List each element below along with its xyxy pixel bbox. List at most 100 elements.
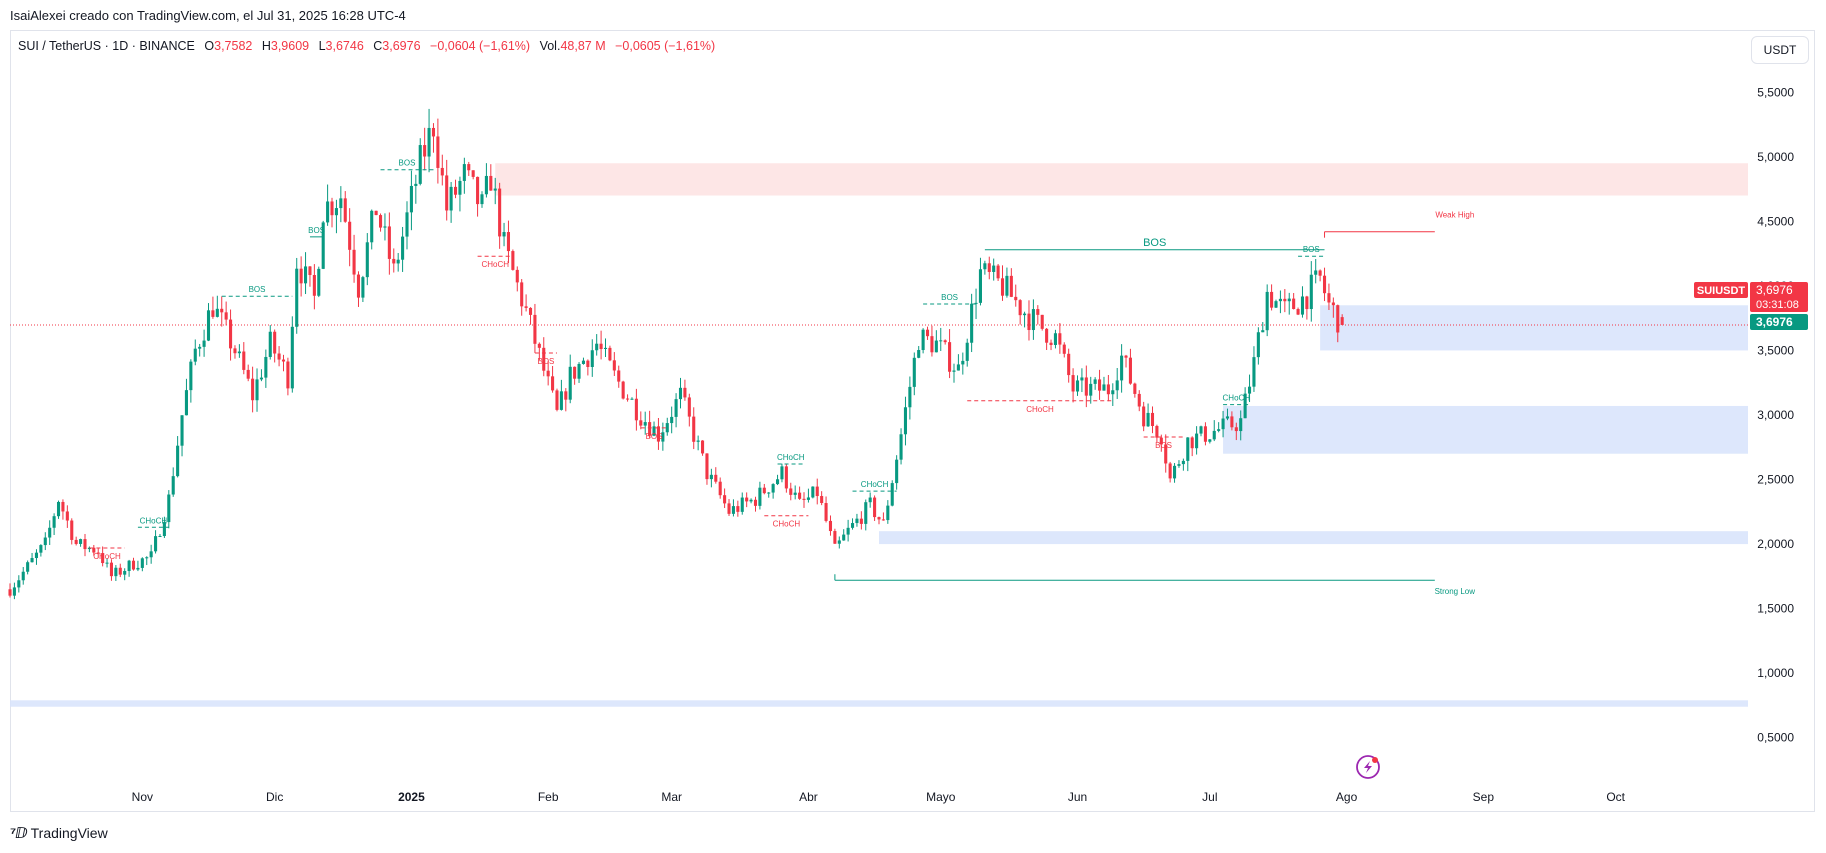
candle-body — [674, 399, 678, 417]
tradingview-brand[interactable]: ⁷ⅅ TradingView — [10, 824, 108, 842]
candle-body — [1177, 464, 1181, 466]
candle-body — [992, 265, 996, 272]
candle-body — [70, 520, 74, 540]
candle-body — [908, 386, 912, 408]
candle-body — [118, 567, 122, 575]
candle-body — [334, 208, 338, 216]
candle-body — [1031, 309, 1035, 331]
candle-body — [983, 263, 987, 270]
candle-body — [1071, 375, 1075, 392]
candle-body — [343, 198, 347, 222]
candle-body — [1067, 353, 1071, 376]
candle-body — [925, 329, 930, 337]
candle-body — [154, 536, 158, 552]
flash-icon[interactable] — [1356, 755, 1380, 779]
candle-body — [1005, 275, 1009, 296]
candle-body — [211, 310, 215, 317]
candle-body — [356, 274, 361, 298]
candle-body — [824, 503, 828, 521]
candle-body — [255, 379, 259, 401]
structure-label: BOS — [1155, 441, 1172, 450]
brand-label: TradingView — [30, 825, 108, 841]
x-tick-label: Oct — [1606, 790, 1625, 804]
candle-body — [793, 492, 797, 495]
zones-layer — [10, 163, 1749, 707]
candle-body — [1309, 274, 1313, 310]
candle-body — [1146, 412, 1150, 427]
candle-body — [1265, 291, 1269, 331]
x-tick-label: Mayo — [926, 790, 956, 804]
candle-body — [365, 242, 369, 278]
candle-body — [528, 307, 533, 315]
candle-body — [1049, 342, 1053, 346]
candle-body — [396, 259, 400, 264]
candle-body — [1036, 309, 1040, 315]
structure-label: CHoCH — [1223, 394, 1251, 403]
x-tick-label: Mar — [661, 790, 682, 804]
candle-body — [701, 440, 705, 454]
candle-body — [105, 562, 109, 564]
candle-body — [1089, 383, 1093, 396]
close-price-label: 3,6976 — [1756, 315, 1793, 329]
candle-body — [158, 536, 162, 538]
candle-body — [1062, 344, 1066, 354]
candle-body — [383, 226, 387, 228]
candle-body — [17, 580, 21, 588]
candle-body — [193, 348, 197, 362]
candle-body — [101, 553, 105, 564]
candle-body — [39, 545, 43, 553]
candle-body — [502, 232, 506, 237]
candle-body — [65, 511, 69, 521]
candle-body — [595, 343, 599, 351]
candle-body — [626, 398, 630, 400]
candle-body — [956, 364, 960, 371]
candle-body — [259, 377, 263, 380]
candle-body — [215, 308, 219, 317]
candle-body — [467, 164, 471, 171]
candle-body — [1217, 429, 1221, 431]
candle-body — [1181, 460, 1185, 465]
candle-body — [965, 342, 969, 361]
candle-body — [140, 558, 144, 568]
candle-body — [440, 167, 444, 176]
candle-body — [1168, 463, 1172, 479]
candle-body — [277, 353, 281, 360]
candle-body — [409, 185, 413, 213]
candle-body — [912, 357, 916, 387]
candle-body — [1322, 275, 1327, 294]
candle-body — [1023, 313, 1027, 316]
candle-body — [551, 376, 555, 391]
x-tick-label: Dic — [266, 790, 283, 804]
candle-body — [326, 201, 330, 223]
candle-body — [476, 176, 480, 205]
candle-body — [167, 494, 171, 523]
candle-body — [1115, 380, 1119, 391]
candle-body — [145, 557, 149, 559]
candle-body — [1058, 333, 1062, 345]
candle-body — [1093, 379, 1097, 384]
candle-body — [317, 268, 321, 296]
legend-high: 3,9609 — [270, 39, 310, 53]
candle-body — [56, 501, 61, 517]
candle-body — [643, 422, 647, 426]
candle-body — [370, 210, 374, 243]
candle-body — [608, 347, 612, 361]
currency-button[interactable]: USDT — [1751, 36, 1809, 64]
candle-body — [1305, 296, 1309, 310]
candle-body — [802, 498, 806, 500]
candle-body — [1230, 416, 1234, 428]
chart-caption: IsaiAlexei creado con TradingView.com, e… — [10, 8, 406, 23]
candle-body — [1296, 309, 1300, 315]
candle-body — [1128, 357, 1132, 384]
candle-body — [1075, 380, 1080, 392]
candle-body — [1098, 379, 1102, 391]
candle-body — [498, 188, 502, 237]
candle-body — [855, 518, 859, 524]
candle-body — [577, 363, 581, 379]
candle-body — [268, 331, 272, 357]
candle-body — [1053, 333, 1057, 346]
structure-label: BOS — [308, 226, 325, 235]
candle-body — [775, 479, 780, 485]
x-axis: Nov Dic 2025 Feb Mar Abr Mayo Jun Jul Ago Sep Oct — [132, 790, 1626, 804]
